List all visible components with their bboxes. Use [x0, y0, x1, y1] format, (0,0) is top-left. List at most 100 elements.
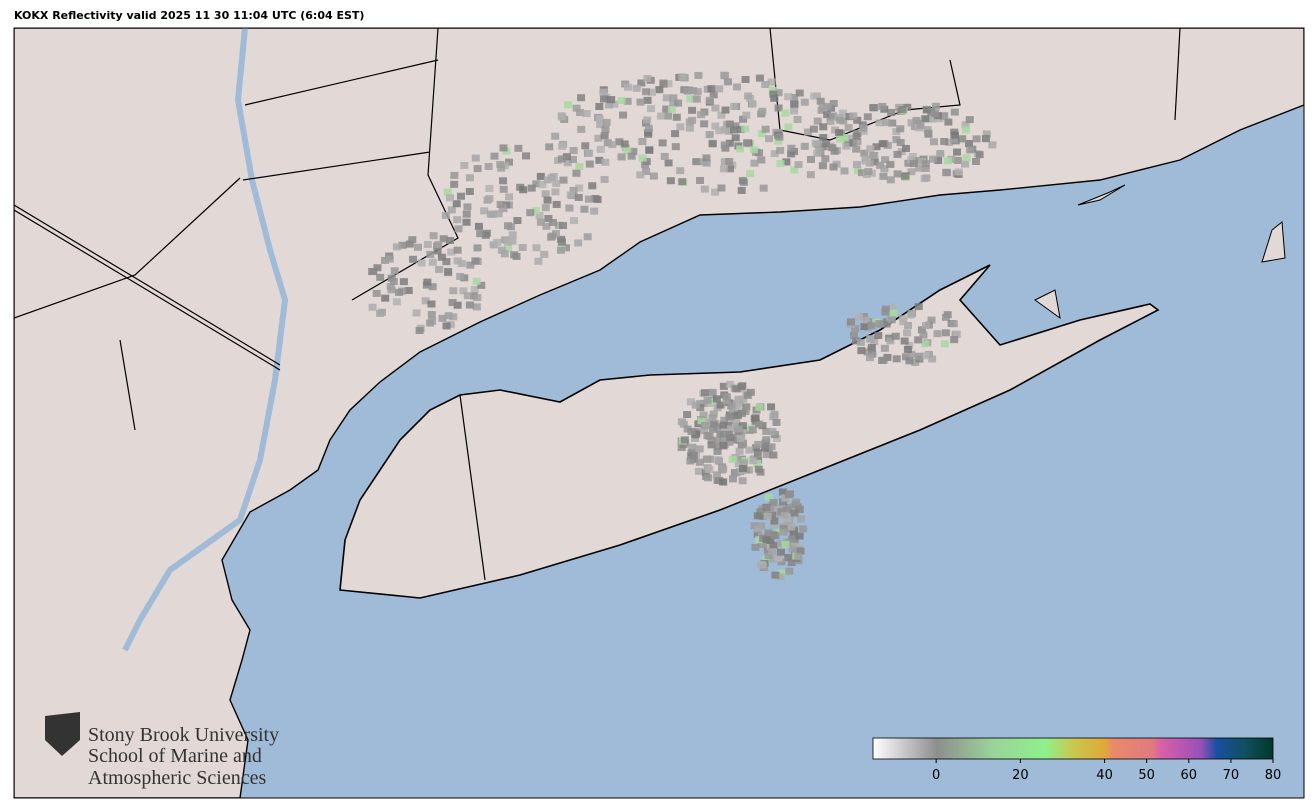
- radar-echo: [783, 506, 792, 514]
- radar-echo: [450, 171, 459, 179]
- radar-echo: [903, 329, 912, 337]
- radar-echo: [867, 318, 876, 326]
- radar-echo: [867, 343, 876, 351]
- radar-echo: [558, 142, 567, 150]
- radar-echo: [719, 441, 728, 449]
- radar-echo: [892, 136, 901, 144]
- radar-echo: [686, 457, 695, 465]
- radar-echo: [771, 532, 780, 540]
- radar-echo: [880, 344, 889, 352]
- radar-echo: [769, 522, 778, 530]
- radar-echo: [919, 331, 928, 339]
- radar-echo: [934, 156, 943, 164]
- radar-echo: [685, 124, 694, 132]
- radar-echo: [954, 168, 963, 176]
- radar-echo: [449, 313, 458, 321]
- radar-echo: [745, 446, 754, 454]
- radar-echo: [940, 112, 949, 120]
- radar-echo: [961, 121, 970, 129]
- radar-echo: [844, 124, 853, 132]
- radar-echo: [749, 146, 758, 154]
- radar-echo: [534, 257, 543, 265]
- radar-echo: [889, 309, 898, 317]
- radar-echo: [557, 246, 566, 254]
- radar-echo: [761, 81, 770, 89]
- radar-echo: [783, 516, 792, 524]
- radar-echo: [426, 250, 435, 258]
- radar-echo: [472, 277, 481, 285]
- radar-echo: [931, 102, 940, 110]
- colorbar: [872, 737, 1274, 760]
- radar-echo: [733, 83, 742, 91]
- radar-echo: [777, 558, 786, 566]
- radar-echo: [849, 139, 858, 147]
- radar-echo: [623, 147, 632, 155]
- radar-echo: [709, 91, 718, 99]
- radar-echo: [738, 177, 747, 185]
- colorbar-tick-label: 50: [1138, 768, 1155, 783]
- radar-echo: [730, 102, 739, 110]
- radar-echo: [647, 105, 656, 113]
- radar-echo: [709, 410, 718, 418]
- radar-echo: [695, 458, 704, 466]
- radar-echo: [784, 491, 793, 499]
- radar-echo: [912, 116, 921, 124]
- radar-echo: [544, 214, 553, 222]
- radar-echo: [551, 188, 560, 196]
- radar-echo: [692, 158, 701, 166]
- radar-echo: [460, 274, 469, 282]
- radar-echo: [450, 180, 459, 188]
- radar-echo: [664, 80, 673, 88]
- radar-echo: [795, 89, 804, 97]
- radar-echo: [421, 297, 430, 305]
- radar-echo: [972, 157, 981, 165]
- logo: Stony Brook University School of Marine …: [45, 712, 279, 789]
- radar-echo: [810, 92, 819, 100]
- radar-echo: [952, 330, 961, 338]
- radar-echo: [542, 222, 551, 230]
- radar-echo: [446, 321, 455, 329]
- radar-echo: [563, 159, 572, 167]
- radar-echo: [734, 395, 743, 403]
- radar-echo: [922, 174, 931, 182]
- radar-echo: [569, 147, 578, 155]
- radar-echo: [762, 451, 771, 459]
- radar-echo: [975, 151, 984, 159]
- radar-echo: [423, 278, 432, 286]
- radar-echo: [679, 420, 688, 428]
- radar-echo: [705, 96, 714, 104]
- radar-echo: [551, 132, 560, 140]
- radar-echo: [395, 288, 404, 296]
- radar-echo: [865, 335, 874, 343]
- radar-echo: [676, 167, 685, 175]
- radar-echo: [490, 152, 499, 160]
- radar-echo: [875, 161, 884, 169]
- radar-echo: [728, 475, 737, 483]
- radar-echo: [893, 170, 902, 178]
- radar-echo: [914, 303, 923, 311]
- radar-echo: [559, 176, 568, 184]
- radar-echo: [881, 308, 890, 316]
- radar-echo: [638, 138, 647, 146]
- radar-echo: [875, 119, 884, 127]
- radar-echo: [583, 233, 592, 241]
- radar-echo: [554, 221, 563, 229]
- radar-echo: [898, 106, 907, 114]
- radar-echo: [829, 112, 838, 120]
- radar-echo: [750, 159, 759, 167]
- radar-echo: [928, 355, 937, 363]
- radar-echo: [453, 216, 462, 224]
- radar-echo: [645, 146, 654, 154]
- radar-echo: [712, 471, 721, 479]
- radar-echo: [823, 102, 832, 110]
- radar-echo: [813, 149, 822, 157]
- radar-echo: [707, 441, 716, 449]
- radar-echo: [780, 511, 789, 519]
- radar-echo: [836, 135, 845, 143]
- radar-echo: [731, 436, 740, 444]
- radar-echo: [856, 338, 865, 346]
- radar-echo: [803, 128, 812, 136]
- radar-echo: [719, 478, 728, 486]
- radar-echo: [373, 264, 382, 272]
- radar-echo: [813, 117, 822, 125]
